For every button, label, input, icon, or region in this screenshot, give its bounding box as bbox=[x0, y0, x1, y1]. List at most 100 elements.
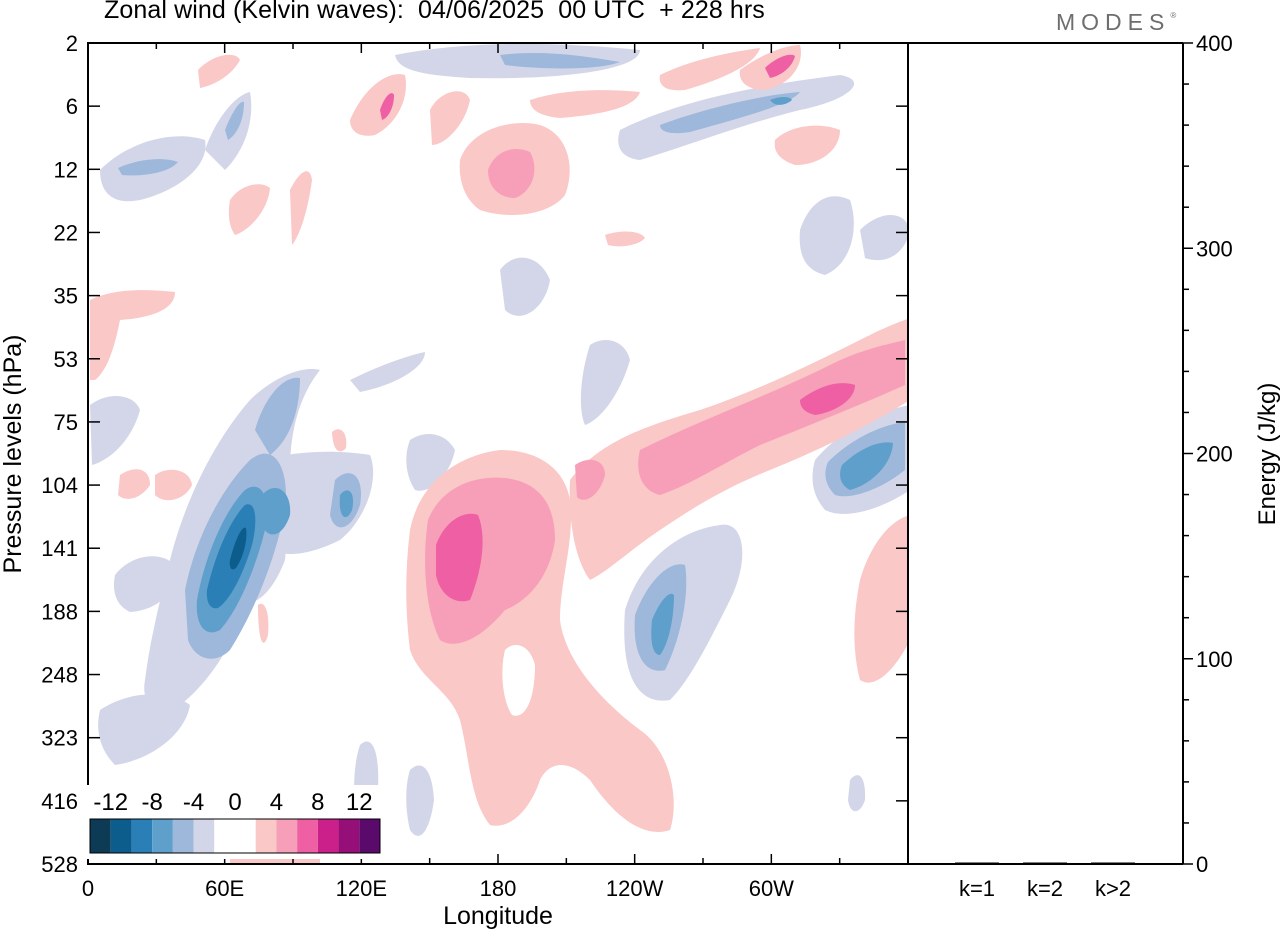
energy-axis: 0 100 200 300 400 bbox=[1183, 31, 1233, 877]
colorbar-swatch bbox=[214, 819, 235, 853]
neg-mid-blue-2 bbox=[339, 490, 354, 518]
colorbar-swatch bbox=[131, 819, 153, 853]
y-tick-label: 104 bbox=[41, 473, 78, 498]
neg-darkest-blue-1 bbox=[229, 527, 247, 570]
pos-upper-11 bbox=[290, 171, 312, 245]
y-tick-label: 528 bbox=[41, 852, 78, 877]
energy-bar bbox=[1023, 862, 1067, 864]
colorbar-swatch bbox=[172, 819, 194, 853]
pos-band-2 bbox=[638, 340, 905, 495]
neg-upper-5 bbox=[799, 196, 854, 275]
y-tick-label: 141 bbox=[41, 536, 78, 561]
neg-right-3 bbox=[840, 442, 893, 490]
colorbar-swatch bbox=[338, 819, 360, 853]
neg-mid-blue-1b bbox=[260, 487, 291, 535]
colorbar-swatch bbox=[317, 819, 339, 853]
wind-field bbox=[90, 43, 908, 864]
colorbar-swatch bbox=[193, 819, 215, 853]
colorbar-label: -8 bbox=[141, 789, 162, 816]
colorbar-swatch bbox=[255, 819, 277, 853]
energy-axis-label: Energy (J/kg) bbox=[1254, 383, 1280, 526]
pos-lower-1 bbox=[601, 726, 667, 830]
neg-upper-10 bbox=[580, 340, 630, 425]
neg-upper-9 bbox=[350, 352, 425, 392]
neg-upper-2b bbox=[225, 101, 244, 140]
x-tick-label: 60W bbox=[749, 876, 794, 901]
pos-upper-2 bbox=[350, 74, 406, 136]
energy-bar bbox=[955, 862, 999, 864]
pos-upper-1b bbox=[488, 149, 535, 198]
energy-category-label: k>2 bbox=[1095, 876, 1131, 901]
energy-tick-label: 200 bbox=[1196, 442, 1233, 467]
neg-upper-4c bbox=[770, 97, 792, 105]
pos-upper-10 bbox=[198, 54, 240, 88]
colorbar-label: 12 bbox=[346, 789, 373, 816]
pos-central-1b bbox=[502, 645, 535, 716]
neg-lower-2 bbox=[406, 765, 434, 836]
x-axis-label: Longitude bbox=[443, 902, 553, 930]
colorbar-swatch bbox=[110, 819, 132, 853]
energy-tick-label: 0 bbox=[1196, 852, 1208, 877]
neg-upper-1b bbox=[118, 159, 178, 176]
colorbar-swatch bbox=[297, 819, 318, 853]
neg-upper-8 bbox=[90, 395, 140, 465]
pos-upper-3b bbox=[765, 54, 795, 78]
pos-upper-8 bbox=[530, 90, 640, 118]
neg-120w-3 bbox=[651, 593, 674, 655]
pos-mid-2 bbox=[155, 469, 192, 501]
x-tick-label: 120E bbox=[336, 876, 387, 901]
colorbar-swatch bbox=[359, 819, 380, 853]
energy-tick-label: 100 bbox=[1196, 647, 1233, 672]
y-tick-label: 12 bbox=[54, 157, 78, 182]
x-tick-label: 120W bbox=[606, 876, 664, 901]
colorbar-swatch bbox=[90, 819, 111, 853]
y-axis: 2 6 12 22 35 53 75 104 141 188 248 323 416 528 bbox=[41, 31, 908, 877]
pos-upper-7 bbox=[430, 91, 470, 145]
neg-region-lowleft-4 bbox=[98, 694, 190, 765]
y-tick-label: 35 bbox=[54, 284, 78, 309]
y-tick-label: 416 bbox=[41, 789, 78, 814]
pos-mid-4 bbox=[258, 603, 269, 643]
energy-tick-label: 300 bbox=[1196, 236, 1233, 261]
pos-upper-6 bbox=[228, 184, 270, 235]
colorbar-label: 8 bbox=[311, 789, 324, 816]
energy-category-label: k=1 bbox=[959, 876, 995, 901]
pos-mid-1 bbox=[118, 469, 150, 499]
neg-upper-6 bbox=[860, 215, 908, 261]
y-axis-label: Pressure levels (hPa) bbox=[0, 335, 27, 574]
energy-bar bbox=[1091, 862, 1135, 864]
y-tick-label: 75 bbox=[54, 410, 78, 435]
x-tick-label: 180 bbox=[480, 876, 517, 901]
neg-light-blue-1b bbox=[255, 377, 300, 455]
y-tick-label: 2 bbox=[66, 31, 78, 56]
y-tick-label: 248 bbox=[41, 663, 78, 688]
y-tick-label: 53 bbox=[54, 347, 78, 372]
chart-title: Zonal wind (Kelvin waves): 04/06/2025 00… bbox=[104, 0, 765, 24]
energy-category-label: k=2 bbox=[1027, 876, 1063, 901]
pos-band-3 bbox=[800, 383, 855, 415]
y-tick-label: 188 bbox=[41, 599, 78, 624]
colorbar: -12 -8 -4 0 4 8 12 bbox=[86, 785, 381, 859]
colorbar-label: 4 bbox=[270, 789, 283, 816]
pos-upper-4 bbox=[774, 125, 840, 165]
neg-upper-4b bbox=[660, 92, 800, 134]
colorbar-swatch bbox=[152, 819, 173, 853]
colorbar-swatch bbox=[235, 819, 256, 853]
colorbar-label: -4 bbox=[183, 789, 204, 816]
modes-logo: MODES® bbox=[1056, 9, 1177, 35]
energy-tick-label: 400 bbox=[1196, 31, 1233, 56]
pos-band-4 bbox=[575, 459, 605, 500]
colorbar-label: -12 bbox=[93, 789, 128, 816]
neg-upper-3b bbox=[500, 52, 620, 69]
neg-upper-7 bbox=[500, 257, 550, 316]
pos-right-low bbox=[854, 515, 908, 683]
pos-upper-5 bbox=[659, 48, 760, 91]
y-tick-label: 323 bbox=[41, 726, 78, 751]
colorbar-label: 0 bbox=[228, 789, 241, 816]
neg-region-lowleft-3 bbox=[113, 556, 176, 612]
x-tick-label: 0 bbox=[82, 876, 94, 901]
y-tick-label: 6 bbox=[66, 94, 78, 119]
colorbar-frame bbox=[89, 818, 381, 854]
pos-upper-9 bbox=[90, 290, 175, 380]
